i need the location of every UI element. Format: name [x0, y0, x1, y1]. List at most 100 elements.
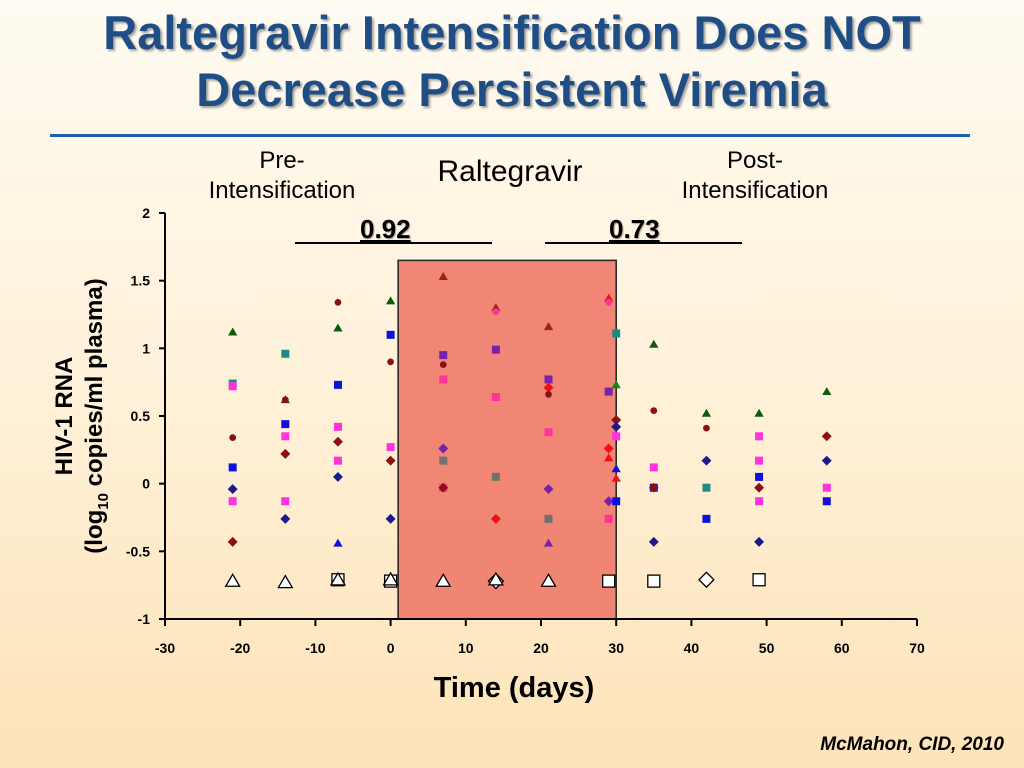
- data-point-square: [333, 456, 342, 465]
- p-value-post: 0.73: [609, 214, 660, 244]
- title-line-2: Decrease Persistent Viremia: [196, 63, 828, 116]
- data-point-diamond: [611, 421, 622, 432]
- data-point-square: [439, 375, 448, 384]
- title-underline: [50, 134, 970, 137]
- data-point-square: [491, 393, 500, 402]
- undetectable-point-triangle: [224, 572, 241, 587]
- data-point-diamond: [385, 513, 396, 524]
- data-point-triangle: [822, 387, 832, 396]
- data-point-diamond: [611, 415, 622, 426]
- y-tick-label: -1: [138, 611, 151, 627]
- data-point-square: [604, 514, 613, 523]
- x-tick-label: -20: [230, 640, 250, 656]
- data-point-square: [228, 463, 237, 472]
- data-point-diamond: [648, 482, 659, 493]
- data-point-triangle: [649, 339, 659, 348]
- y-tick-label: 0: [142, 476, 150, 492]
- data-point-diamond: [603, 496, 614, 507]
- data-point-diamond: [333, 471, 343, 482]
- y-tick-label: 1: [142, 340, 150, 356]
- data-point-circle: [492, 308, 500, 316]
- pre-intensification-label: Pre- Intensification: [182, 146, 382, 206]
- undetectable-point-square: [752, 573, 766, 587]
- y-axis-title: HIV-1 RNA (log10 copies/ml plasma): [51, 278, 112, 553]
- data-point-square: [281, 497, 290, 506]
- x-axis-title: Time (days): [434, 672, 595, 704]
- data-point-diamond: [603, 443, 614, 454]
- data-point-diamond: [821, 455, 832, 466]
- data-point-square: [333, 380, 342, 389]
- data-point-diamond: [280, 513, 291, 524]
- data-point-diamond: [701, 455, 712, 466]
- pre-label-line-2: Intensification: [208, 177, 356, 204]
- data-point-square: [281, 420, 290, 429]
- undetectable-point-triangle: [487, 571, 504, 586]
- data-point-triangle: [491, 303, 501, 312]
- undetectable-point-triangle: [277, 574, 294, 589]
- y-tick-label: 2: [142, 205, 150, 221]
- y-axis-title-line-1: HIV-1 RNA: [51, 357, 78, 476]
- data-point-triangle: [611, 380, 621, 389]
- citation: McMahon, CID, 2010: [820, 734, 1004, 755]
- x-tick-label: 70: [909, 640, 925, 656]
- data-point-triangle: [333, 538, 343, 547]
- data-point-square: [604, 387, 613, 396]
- data-point-square: [386, 443, 395, 452]
- data-point-square: [544, 514, 553, 523]
- undetectable-point-triangle: [435, 572, 452, 587]
- data-point-square: [612, 432, 621, 441]
- x-tick-label: 30: [608, 640, 624, 656]
- data-point-triangle: [604, 453, 614, 462]
- undetectable-point-square: [602, 574, 616, 588]
- data-point-diamond: [333, 436, 343, 447]
- x-tick-label: 0: [387, 640, 395, 656]
- data-point-diamond: [438, 482, 449, 493]
- undetectable-point-triangle: [540, 572, 557, 587]
- data-point-diamond: [227, 536, 238, 547]
- data-point-diamond: [227, 484, 238, 495]
- p-value-pre: 0.92: [360, 214, 411, 244]
- data-point-square: [439, 351, 448, 360]
- data-point-circle: [334, 298, 342, 306]
- data-point-circle: [703, 424, 710, 432]
- data-point-triangle: [754, 408, 764, 417]
- data-point-diamond: [821, 431, 832, 442]
- data-point-square: [702, 514, 711, 523]
- data-point-triangle: [438, 272, 448, 281]
- data-point-square: [822, 483, 831, 492]
- data-point-square: [544, 375, 553, 384]
- x-tick-label: 20: [533, 640, 549, 656]
- data-point-triangle: [543, 538, 554, 547]
- x-tick-label: 40: [684, 640, 700, 656]
- raltegravir-label: Raltegravir: [437, 155, 583, 188]
- x-tick-label: 10: [458, 640, 474, 656]
- post-label-line-1: Post-: [726, 147, 783, 174]
- data-point-diamond: [754, 536, 765, 547]
- data-point-square: [612, 329, 621, 338]
- data-point-square: [755, 432, 764, 441]
- data-point-square: [755, 497, 764, 506]
- data-point-circle: [605, 298, 613, 306]
- pre-label-line-1: Pre-: [259, 147, 305, 174]
- data-point-square: [702, 483, 711, 492]
- y-axis-title-subscript: 10: [95, 493, 112, 510]
- data-point-diamond: [754, 482, 765, 493]
- data-point-square: [281, 349, 290, 358]
- data-point-square: [228, 497, 237, 506]
- data-point-square: [755, 456, 764, 465]
- y-tick-label: 0.5: [131, 408, 151, 424]
- undetectable-point-square: [647, 574, 661, 588]
- data-point-square: [649, 463, 658, 472]
- data-point-square: [228, 382, 237, 391]
- data-point-circle: [229, 434, 237, 442]
- data-point-triangle: [228, 327, 238, 336]
- x-tick-label: 60: [834, 640, 850, 656]
- data-point-circle: [439, 361, 447, 368]
- data-point-diamond: [385, 455, 396, 466]
- data-point-diamond: [280, 448, 291, 459]
- post-label-line-2: Intensification: [681, 177, 829, 204]
- undetectable-point-triangle: [382, 571, 399, 586]
- data-point-circle: [281, 396, 289, 404]
- data-point-triangle: [604, 293, 614, 302]
